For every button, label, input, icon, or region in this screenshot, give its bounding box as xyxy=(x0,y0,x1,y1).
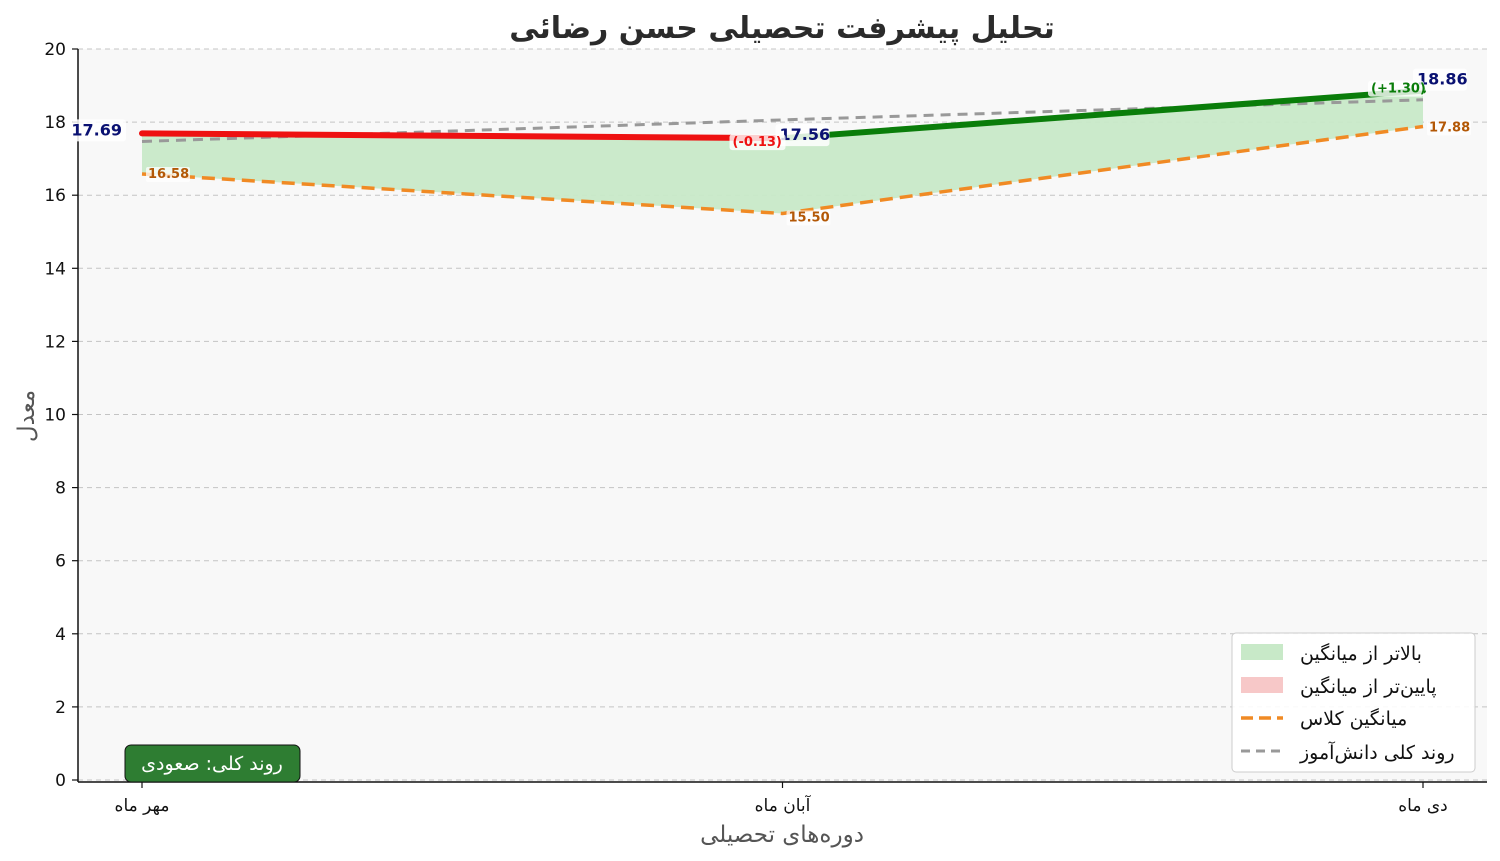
student-value-label-bg xyxy=(775,124,830,147)
student-value-label: 18.86 xyxy=(1417,70,1468,89)
chart-title: تحلیل پیشرفت تحصیلی حسن رضائی xyxy=(509,11,1055,46)
class-average-label-bg xyxy=(146,167,190,183)
y-tick-label: 0 xyxy=(55,771,66,791)
x-tick-label: مهر ماه xyxy=(115,796,170,816)
class-average-line xyxy=(141,124,1424,216)
y-tick-label: 10 xyxy=(44,406,66,426)
grid-lines xyxy=(78,48,1487,781)
x-tick-label: دی ماه xyxy=(1398,796,1447,816)
student-value-label: 17.69 xyxy=(71,120,122,139)
y-tick-label: 6 xyxy=(55,552,66,572)
legend-label-student-trend: روند کلی دانش‌آموز xyxy=(1299,740,1455,764)
change-label: (+1.30) xyxy=(1371,82,1426,97)
class-average-label: 16.58 xyxy=(148,167,189,182)
class-average-label: 17.88 xyxy=(1429,120,1470,135)
x-axis-label: دوره‌های تحصیلی xyxy=(700,822,864,848)
student-value-label: 17.56 xyxy=(780,125,831,144)
legend-label-above-average: بالاتر از میانگین xyxy=(1300,642,1422,665)
fill-regions xyxy=(142,90,1423,214)
series-lines xyxy=(139,87,1426,216)
data-labels: 17.69 17.56 18.86 16.58 15.50 17.88 (-0.13) (+1… xyxy=(71,68,1471,226)
x-ticks: مهر ماه آبان ماه دی ماه xyxy=(115,782,1448,816)
trend-annotation: روند کلی: صعودی xyxy=(124,744,301,783)
y-tick-label: 18 xyxy=(44,113,66,133)
y-tick-label: 2 xyxy=(55,698,66,718)
change-label: (-0.13) xyxy=(733,135,782,150)
legend-swatch-below-average xyxy=(1241,677,1283,693)
y-tick-label: 16 xyxy=(44,186,66,206)
x-tick-label: آبان ماه xyxy=(755,794,812,816)
y-axis-label: معدل xyxy=(14,390,40,442)
y-tick-label: 20 xyxy=(44,40,66,60)
student-segment xyxy=(139,130,786,142)
student-value-label-bg xyxy=(1413,68,1467,91)
legend-box xyxy=(1231,632,1476,773)
legend-label-below-average: پایین‌تر از میانگین xyxy=(1300,675,1437,698)
legend-label-class-average: میانگین کلاس xyxy=(1300,707,1407,730)
student-value-label-bg xyxy=(72,119,126,142)
legend: بالاتر از میانگین پایین‌تر از میانگین می… xyxy=(1231,632,1476,773)
class-average-label: 15.50 xyxy=(789,210,830,225)
class-average-label-bg xyxy=(1427,120,1471,136)
change-label-bg xyxy=(729,134,786,151)
class-average-label-bg xyxy=(786,210,831,226)
change-label-bg xyxy=(1368,80,1424,97)
y-ticks: 0 2 4 6 8 10 12 14 16 18 20 xyxy=(44,40,78,791)
y-tick-label: 12 xyxy=(44,332,66,352)
y-tick-label: 14 xyxy=(44,259,66,279)
trend-annotation-text: روند کلی: صعودی xyxy=(141,753,283,775)
trend-annotation-box xyxy=(124,744,301,783)
student-segment xyxy=(779,87,1426,142)
y-tick-label: 8 xyxy=(55,479,66,499)
legend-swatch-above-average xyxy=(1241,644,1283,660)
y-tick-label: 4 xyxy=(55,625,66,645)
fill-above-average xyxy=(142,90,1423,214)
